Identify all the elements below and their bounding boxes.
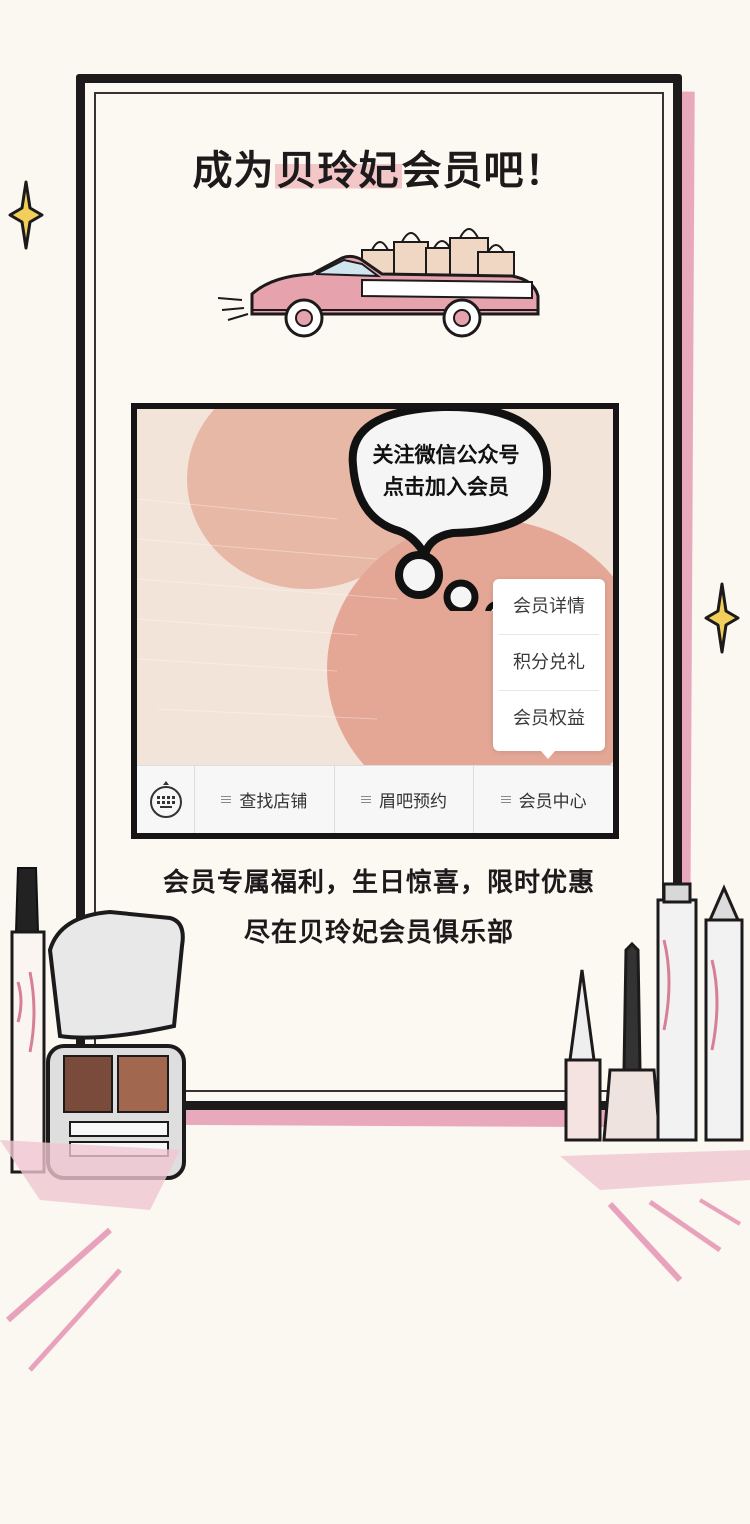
keyboard-toggle-button[interactable]	[137, 766, 195, 833]
submenu-item-member-details[interactable]: 会员详情	[499, 579, 599, 635]
keyboard-icon	[149, 780, 182, 818]
thought-bubble	[348, 409, 552, 611]
wechat-menu-bar: 查找店铺 眉吧预约 会员中心	[137, 765, 613, 833]
submenu-item-member-benefits[interactable]: 会员权益	[513, 708, 585, 729]
title-prefix: 成为	[192, 148, 275, 194]
frame-inner-line	[94, 92, 664, 1092]
menu-lines-icon	[361, 794, 371, 805]
submenu-popup: 会员详情 积分兑礼 会员权益	[493, 579, 605, 759]
page-title: 成为贝玲妃会员吧！	[76, 138, 682, 196]
bubble-line-2: 点击加入会员	[383, 475, 509, 499]
brand-name-highlight: 贝玲妃	[274, 148, 402, 194]
menu-brow-booking[interactable]: 眉吧预约	[335, 766, 475, 833]
menu-label: 眉吧预约	[379, 792, 447, 812]
pink-floor-marks	[0, 1140, 750, 1372]
menu-label: 查找店铺	[239, 792, 308, 812]
menu-member-center[interactable]: 会员中心	[474, 766, 613, 833]
submenu-item-points-redeem[interactable]: 积分兑礼	[499, 635, 599, 691]
benefit-line-2: 尽在贝玲妃会员俱乐部	[243, 918, 514, 948]
menu-lines-icon	[500, 794, 511, 805]
bubble-text: 关注微信公众号 点击加入会员	[343, 439, 549, 503]
menu-find-store[interactable]: 查找店铺	[195, 766, 335, 833]
eyeliner-illustration	[10, 867, 46, 1174]
sparkle-icon	[8, 180, 44, 250]
car-illustration	[217, 228, 540, 338]
benefit-line-1: 会员专属福利，生日惊喜，限时优惠	[162, 868, 595, 898]
brow-products-illustration	[564, 882, 744, 1142]
menu-label: 会员中心	[518, 792, 587, 812]
wechat-screenshot: 关注微信公众号 点击加入会员 会员详情 积分兑礼 会员权益	[131, 403, 619, 839]
menu-lines-icon	[221, 794, 232, 805]
title-suffix: 会员吧！	[401, 148, 566, 194]
sparkle-icon	[704, 582, 740, 654]
bubble-line-1: 关注微信公众号	[372, 443, 520, 467]
